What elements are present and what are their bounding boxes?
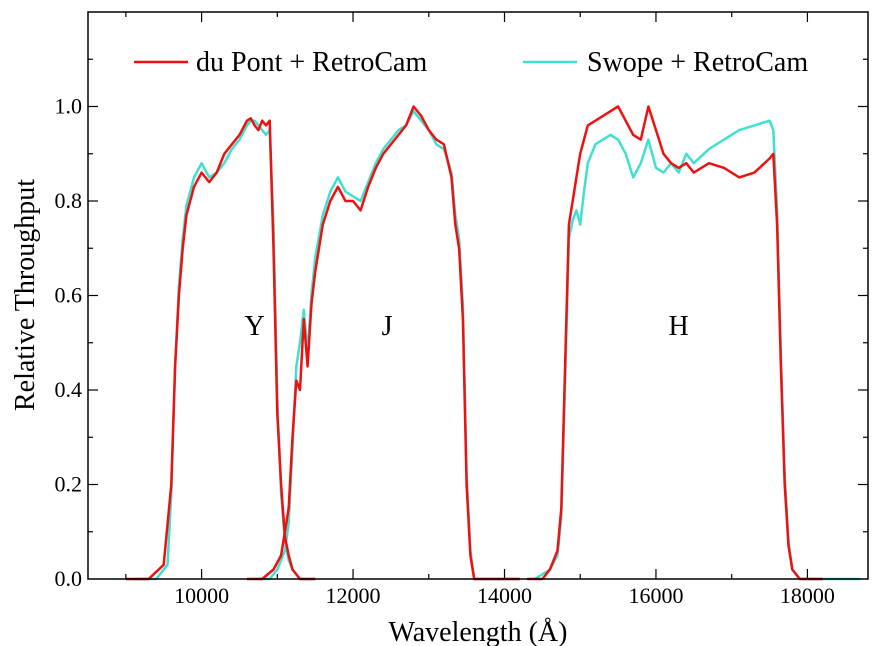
series-line-du-pont-j [247,105,520,581]
x-tick-label: 16000 [628,583,683,608]
y-tick-label: 0.4 [55,377,83,402]
legend: du Pont + RetroCam Swope + RetroCam [134,47,808,78]
x-tick-label: 14000 [477,583,532,608]
x-axis-title: Wavelength (Å) [389,617,568,646]
legend-label-swope: Swope + RetroCam [587,47,808,78]
band-label-y: Y [244,311,264,342]
series-layer [125,105,861,581]
y-tick-label: 1.0 [55,94,83,119]
legend-label-du-pont: du Pont + RetroCam [196,47,427,78]
y-tick-label: 0.8 [55,188,83,213]
x-tick-label: 10000 [174,583,229,608]
series-line-du-pont-y [125,117,316,581]
y-axis-title: Relative Throughput [10,179,41,411]
y-tick-label: 0.6 [55,283,83,308]
x-tick-label: 12000 [326,583,381,608]
tick-labels-layer: 10000 12000 14000 16000 18000 0.0 0.2 0.4 0.6 0.8… [55,94,835,609]
series-line-du-pont-h [527,105,823,581]
y-tick-label: 0.0 [55,566,83,591]
band-label-j: J [382,311,393,342]
band-label-h: H [669,311,689,342]
y-tick-label: 0.2 [55,472,83,497]
ticks-layer [88,12,868,579]
x-tick-label: 18000 [780,583,835,608]
